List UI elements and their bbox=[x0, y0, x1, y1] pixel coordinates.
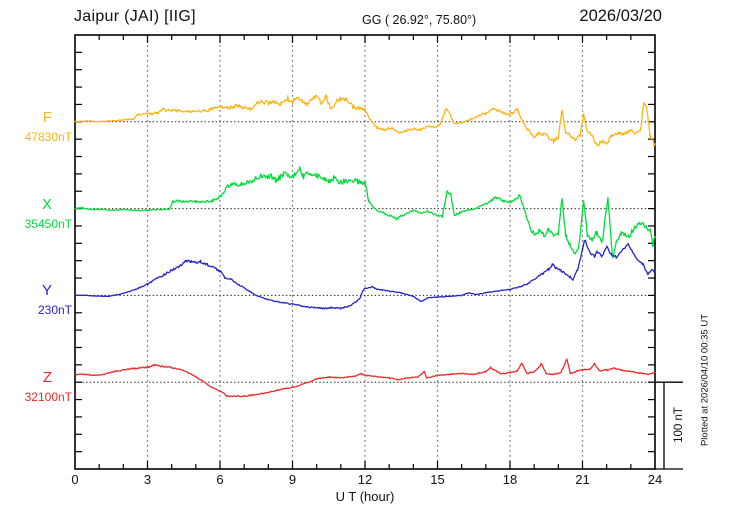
observation-date: 2026/03/20 bbox=[579, 7, 662, 25]
trace-Z bbox=[74, 358, 656, 398]
plotted-at-note: Plotted at 2026/04/10 00:35 UT bbox=[699, 313, 711, 447]
plot-area bbox=[74, 34, 730, 470]
x-tick-label-6: 6 bbox=[216, 472, 224, 487]
scale-bar-label: 100 nT bbox=[673, 407, 685, 443]
x-tick-label-24: 24 bbox=[647, 472, 663, 487]
series-letter-Y: Y bbox=[41, 282, 52, 300]
series-base-value-Y: 230nT bbox=[37, 303, 72, 318]
series-base-value-Z: 32100nT bbox=[24, 390, 72, 405]
series-letter-Z: Z bbox=[42, 369, 52, 387]
trace-Y bbox=[74, 239, 656, 310]
magnetogram-plot bbox=[74, 34, 683, 470]
series-base-value-X: 35450nT bbox=[24, 216, 72, 231]
component-labels: F 47830nT X 35450nT Y 230nT Z 32100nT bbox=[0, 0, 75, 520]
x-axis-tick-labels: 0 3 6 9 12 15 18 21 24 bbox=[0, 472, 730, 488]
x-tick-label-9: 9 bbox=[288, 472, 297, 487]
x-tick-label-15: 15 bbox=[430, 472, 445, 487]
x-tick-label-3: 3 bbox=[143, 472, 152, 487]
x-tick-label-0: 0 bbox=[71, 472, 79, 487]
x-tick-label-21: 21 bbox=[575, 472, 590, 487]
x-axis-title: U T (hour) bbox=[335, 489, 395, 504]
x-tick-label-12: 12 bbox=[357, 472, 373, 487]
series-letter-F: F bbox=[42, 108, 52, 126]
series-letter-X: X bbox=[41, 195, 52, 213]
station-title: Jaipur (JAI) [IIG] bbox=[74, 8, 196, 25]
series-base-value-F: 47830nT bbox=[24, 129, 72, 144]
geographic-coordinates: GG ( 26.92°, 75.80°) bbox=[362, 13, 477, 27]
trace-X bbox=[74, 166, 656, 259]
x-tick-label-18: 18 bbox=[502, 472, 518, 487]
trace-F bbox=[74, 94, 656, 147]
